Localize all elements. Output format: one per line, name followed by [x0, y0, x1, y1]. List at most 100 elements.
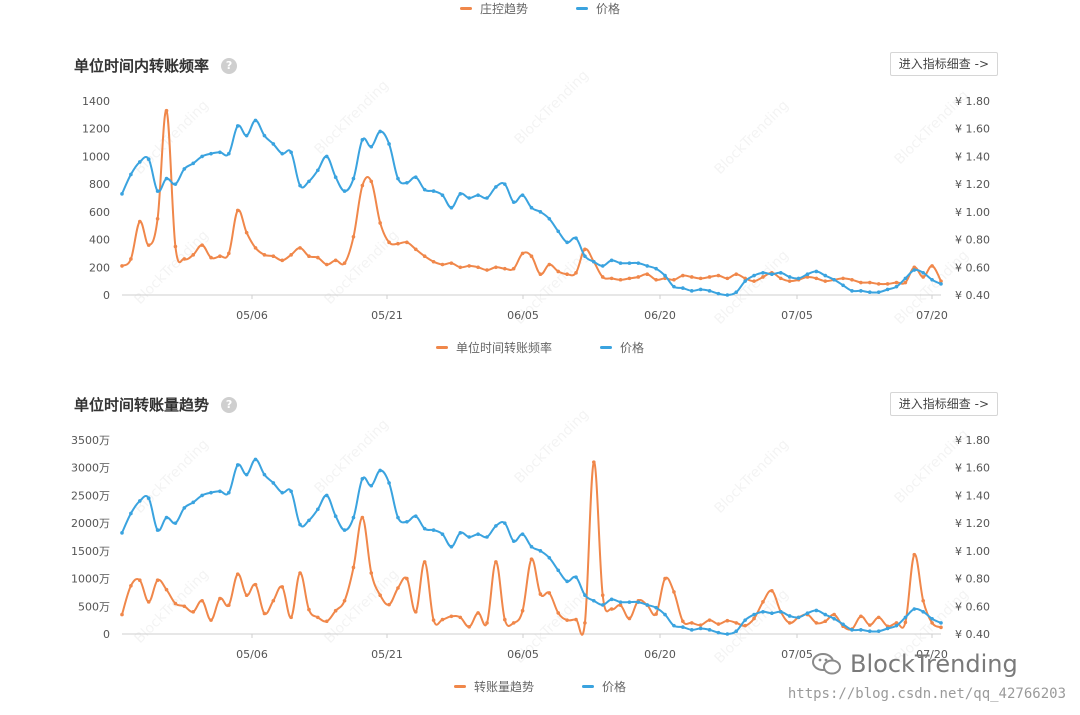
data-point [262, 253, 267, 257]
data-point [930, 621, 934, 625]
data-point [342, 598, 347, 603]
data-point [538, 210, 543, 214]
data-point [841, 276, 845, 281]
top-legend: 庄控趋势 价格 [0, 0, 1080, 17]
data-point [227, 151, 231, 156]
data-point [280, 490, 285, 495]
data-point [529, 205, 534, 210]
data-point [307, 179, 311, 184]
data-point [458, 265, 463, 270]
data-point [316, 615, 320, 620]
data-point [182, 257, 187, 261]
data-point [520, 251, 525, 256]
data-point [796, 276, 801, 281]
data-point [805, 611, 810, 616]
data-point [743, 618, 747, 622]
data-point [342, 189, 347, 193]
data-point [618, 277, 623, 282]
data-point [778, 276, 783, 281]
data-point [476, 265, 480, 270]
data-point [912, 265, 917, 270]
data-point [182, 167, 187, 171]
data-point [912, 268, 917, 272]
data-point [681, 273, 685, 278]
data-point [173, 182, 178, 186]
data-point [859, 289, 863, 293]
watermark-text: BlockTrending [132, 566, 212, 646]
data-point [636, 600, 641, 604]
data-point [725, 632, 730, 636]
data-point [681, 286, 685, 290]
data-point [583, 247, 587, 252]
data-point [218, 489, 222, 494]
legend-item-price[interactable]: 价格 [576, 0, 620, 17]
y-left-tick-label: 3000万 [71, 462, 110, 475]
data-point [476, 193, 480, 198]
data-point [725, 276, 730, 281]
data-point [752, 616, 756, 621]
legend-item-volume[interactable]: 转账量趋势 [453, 678, 534, 695]
data-point [850, 289, 854, 293]
data-point [681, 625, 685, 629]
data-point [538, 549, 543, 553]
data-point [244, 133, 249, 138]
data-point [138, 578, 142, 583]
data-point [129, 257, 133, 261]
legend-item-frequency[interactable]: 单位时间转账频率 [435, 339, 552, 356]
data-point [778, 271, 783, 275]
data-point [814, 276, 819, 281]
data-point [369, 179, 374, 184]
data-point [271, 481, 276, 485]
data-point [360, 183, 365, 188]
data-point [289, 253, 293, 257]
data-point [716, 630, 721, 635]
data-point [743, 623, 747, 628]
data-point [485, 196, 489, 200]
data-point [565, 618, 569, 622]
data-point [467, 535, 471, 539]
y-left-tick-label: 2000万 [71, 517, 110, 530]
data-point [191, 161, 196, 166]
data-point [298, 522, 302, 527]
data-point [476, 532, 480, 537]
data-point [654, 266, 658, 271]
data-point [609, 258, 614, 263]
data-point [689, 621, 694, 625]
data-point [307, 607, 311, 612]
legend-label: 价格 [596, 2, 621, 16]
chart1-detail-button[interactable]: 进入指标细查 -> [889, 52, 998, 76]
data-point [494, 185, 498, 189]
data-point [609, 597, 614, 602]
y-right-tick-label: ¥ 1.60 [955, 462, 990, 475]
data-point [770, 588, 774, 593]
data-point [360, 138, 365, 142]
legend-item-control-trend[interactable]: 庄控趋势 [459, 0, 528, 17]
help-icon[interactable]: ? [221, 57, 238, 74]
data-point [467, 624, 471, 629]
data-point [912, 552, 917, 557]
data-point [280, 258, 285, 263]
data-point [600, 603, 605, 607]
x-tick-label: 06/05 [507, 648, 539, 661]
chart2-detail-button[interactable]: 进入指标细查 -> [889, 392, 998, 416]
data-point [672, 590, 676, 594]
data-point [698, 276, 703, 281]
help-icon[interactable]: ? [221, 396, 238, 413]
data-point [939, 279, 943, 283]
data-point [574, 617, 578, 622]
legend-item-price[interactable]: 价格 [600, 339, 644, 356]
data-point [547, 216, 552, 221]
data-point [200, 154, 204, 159]
data-point [823, 612, 828, 617]
data-point [235, 124, 240, 128]
data-point [146, 157, 151, 161]
data-point [369, 144, 374, 149]
x-tick-label: 06/20 [644, 309, 676, 322]
data-point [698, 623, 703, 627]
watermark-text: BlockTrending [312, 416, 392, 496]
legend-item-price[interactable]: 价格 [582, 678, 626, 695]
data-point [921, 271, 925, 275]
data-point [547, 591, 552, 595]
data-point [565, 240, 569, 245]
data-point [502, 266, 507, 271]
